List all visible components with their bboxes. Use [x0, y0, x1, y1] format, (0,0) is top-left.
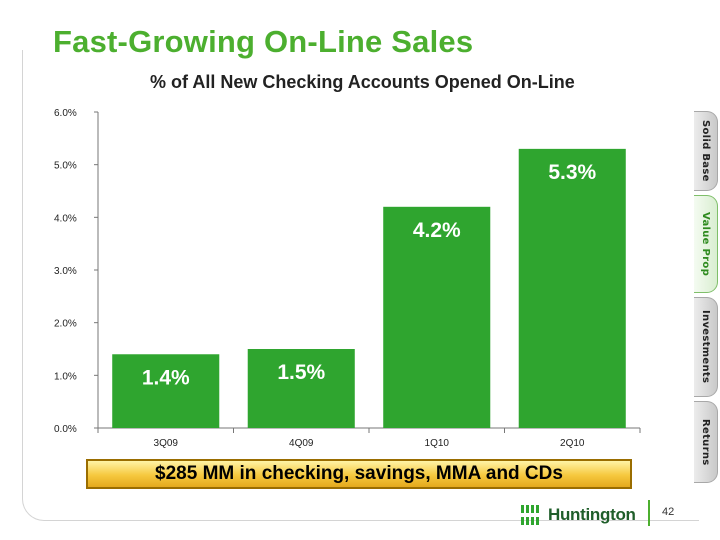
bar [383, 206, 491, 428]
y-tick-label: 0.0% [54, 424, 77, 435]
bar [518, 148, 626, 428]
huntington-logo: Huntington [520, 503, 636, 527]
y-tick-label: 1.0% [54, 371, 77, 382]
bar [112, 354, 220, 428]
tab-returns[interactable]: Returns [694, 401, 718, 483]
callout-text: $285 MM in checking, savings, MMA and CD… [155, 463, 563, 484]
data-label: 5.3% [548, 161, 596, 184]
slide-frame [22, 50, 699, 521]
tab-value-prop[interactable]: Value Prop [694, 195, 718, 293]
data-label: 1.5% [277, 361, 325, 384]
callout-banner: $285 MM in checking, savings, MMA and CD… [86, 459, 632, 489]
x-tick-label: 4Q09 [289, 438, 314, 449]
y-tick-label: 6.0% [54, 108, 77, 119]
tab-label: Investments [700, 310, 711, 384]
y-tick-label: 4.0% [54, 213, 77, 224]
tab-label: Returns [700, 418, 711, 466]
x-tick-label: 3Q09 [154, 438, 179, 449]
tab-investments[interactable]: Investments [694, 297, 718, 397]
data-label: 4.2% [413, 219, 461, 242]
slide-title: Fast-Growing On-Line Sales [53, 24, 474, 59]
page-number: 42 [662, 506, 675, 518]
data-label: 1.4% [142, 366, 190, 389]
y-tick-label: 2.0% [54, 319, 77, 330]
logo-text: Huntington [548, 505, 636, 524]
tab-label: Value Prop [700, 211, 711, 277]
huntington-logo-icon [521, 505, 539, 525]
chart-subtitle: % of All New Checking Accounts Opened On… [150, 72, 575, 92]
y-tick-label: 3.0% [54, 266, 77, 277]
bar [247, 349, 355, 428]
x-tick-label: 2Q10 [560, 438, 585, 449]
x-tick-label: 1Q10 [425, 438, 450, 449]
footer-divider [648, 500, 650, 526]
tab-label: Solid Base [700, 120, 711, 182]
y-tick-label: 5.0% [54, 161, 77, 172]
tab-solid-base[interactable]: Solid Base [694, 111, 718, 191]
